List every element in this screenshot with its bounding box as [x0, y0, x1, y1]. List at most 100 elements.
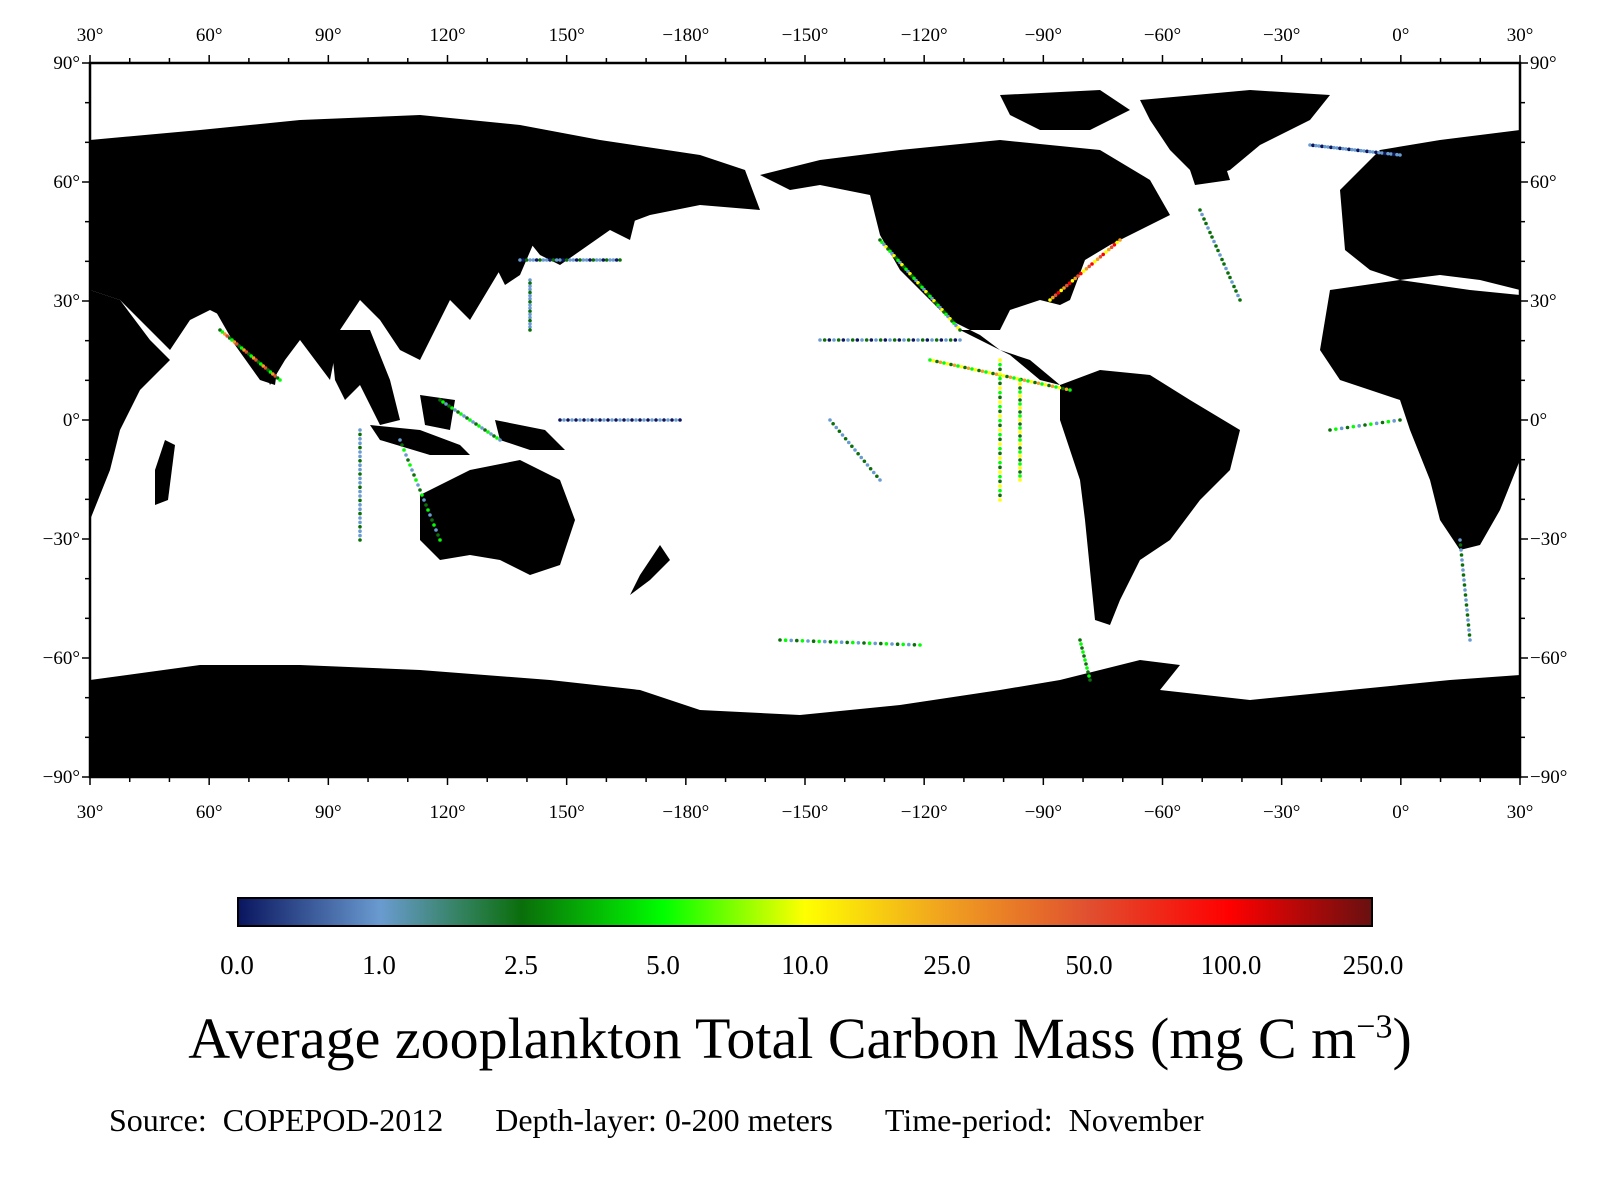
- sample-dot: [528, 290, 532, 295]
- sample-dot: [1392, 152, 1396, 157]
- sample-dot: [998, 474, 1002, 479]
- sample-dot: [358, 503, 362, 507]
- sample-dot: [1081, 650, 1085, 654]
- sample-dot: [1036, 381, 1041, 386]
- sample-dot: [582, 418, 586, 422]
- sample-dot: [1323, 144, 1327, 149]
- sample-dot: [1018, 446, 1022, 450]
- sample-dot: [901, 642, 905, 647]
- sample-dot: [438, 538, 442, 542]
- colorbar-label: 250.0: [1342, 950, 1404, 980]
- sample-dot: [249, 354, 253, 358]
- sample-dot: [998, 446, 1002, 451]
- sample-dot: [1228, 275, 1232, 280]
- sample-dot: [574, 258, 579, 262]
- sample-dot: [591, 258, 596, 262]
- sample-dot: [806, 639, 810, 643]
- sample-dot: [906, 338, 911, 342]
- sample-dot: [420, 493, 424, 497]
- sample-dot: [811, 639, 816, 643]
- sample-dot: [998, 465, 1002, 470]
- sample-dot: [934, 338, 939, 342]
- sample-dot: [564, 258, 569, 262]
- sample-dot: [1022, 378, 1027, 383]
- sample-dot: [1200, 212, 1204, 217]
- sample-dot: [358, 520, 362, 525]
- sample-dot: [1383, 151, 1387, 156]
- sample-dot: [242, 348, 246, 352]
- sample-dot: [928, 358, 932, 362]
- sample-dot: [630, 418, 634, 422]
- sample-dot: [1059, 288, 1063, 293]
- sample-dot: [474, 422, 478, 426]
- lon-label-bottom: 60°: [196, 802, 223, 823]
- sample-dot: [256, 360, 261, 364]
- sample-dot: [1392, 419, 1396, 423]
- sample-dot: [980, 369, 985, 374]
- sample-dot: [1214, 244, 1218, 248]
- sample-dot: [574, 418, 578, 422]
- sample-dot: [1398, 153, 1402, 157]
- sample-dot: [935, 359, 939, 364]
- sample-dot: [528, 315, 532, 320]
- sample-dot: [998, 372, 1002, 376]
- sample-dot: [410, 468, 414, 472]
- sample-dot: [528, 306, 532, 310]
- sample-dot: [1064, 387, 1069, 392]
- sample-dot: [1362, 149, 1366, 153]
- sample-dot: [998, 409, 1002, 414]
- sample-dot: [528, 284, 532, 289]
- sample-dot: [977, 368, 981, 373]
- sample-dot: [1212, 239, 1216, 244]
- land-kamchatka: [600, 190, 640, 240]
- sample-dot: [1018, 478, 1022, 482]
- sample-dot: [1462, 578, 1466, 582]
- sample-dot: [358, 445, 362, 450]
- lon-label-bottom: 0°: [1392, 802, 1409, 823]
- sample-dot: [939, 338, 944, 342]
- sample-dot: [1101, 252, 1105, 257]
- sample-dot: [1018, 410, 1022, 414]
- sample-dot: [1467, 633, 1472, 637]
- sample-dot: [925, 338, 930, 342]
- sample-dot: [1345, 425, 1350, 430]
- sample-dot: [261, 364, 266, 368]
- sample-dot: [1083, 658, 1087, 662]
- sample-dot: [850, 338, 855, 342]
- colorbar-label: 25.0: [923, 950, 971, 980]
- sample-dot: [944, 338, 948, 342]
- sample-dot: [828, 418, 832, 422]
- sample-dot: [358, 507, 362, 512]
- sample-dot: [528, 328, 532, 332]
- sample-dot: [1460, 563, 1465, 567]
- sample-dot: [998, 493, 1002, 498]
- sample-dot: [818, 338, 822, 342]
- sample-dot: [867, 641, 872, 645]
- sample-dot: [973, 367, 978, 372]
- sample-dot: [1218, 253, 1222, 257]
- sample-dot: [422, 498, 426, 502]
- sample-dot: [642, 418, 646, 422]
- sample-dot: [998, 479, 1002, 484]
- sample-dot: [1464, 603, 1469, 607]
- sample-dot: [237, 344, 241, 348]
- colorbar-label: 2.5: [504, 950, 538, 980]
- sample-dot: [402, 448, 406, 452]
- sample-dot: [1234, 289, 1238, 293]
- sample-dot: [598, 258, 602, 262]
- sample-dot: [412, 473, 416, 477]
- land-indonesia: [370, 395, 470, 455]
- sample-dot: [871, 470, 876, 475]
- sample-dot: [586, 418, 590, 422]
- land-arabia-africa-east: [90, 290, 170, 520]
- sample-dot: [1386, 419, 1391, 424]
- sample-dot: [594, 418, 598, 422]
- sample-dot: [453, 408, 457, 412]
- sample-dot: [1104, 250, 1108, 254]
- sample-dot: [1018, 390, 1022, 394]
- sample-dot: [843, 436, 848, 441]
- sample-dot: [568, 258, 572, 262]
- sample-dot: [441, 400, 445, 404]
- sample-dot: [1107, 247, 1111, 252]
- sample-dot: [1459, 553, 1464, 557]
